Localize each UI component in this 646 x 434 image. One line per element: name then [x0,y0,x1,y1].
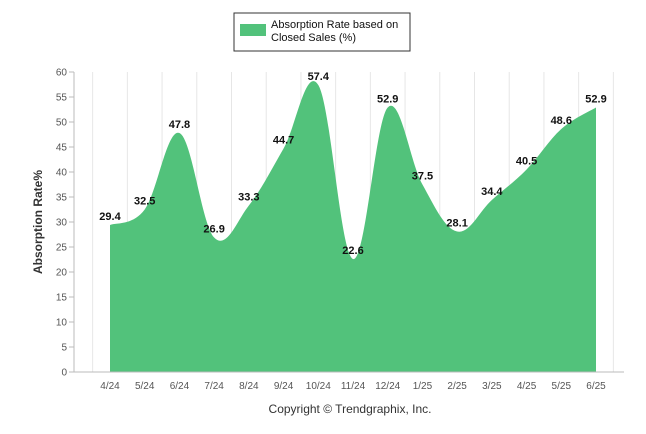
legend-label-line-2: Closed Sales (%) [271,32,356,44]
y-tick-label: 60 [56,68,68,79]
data-label: 33.3 [238,192,259,204]
data-label: 29.4 [99,211,121,223]
x-tick-label: 6/24 [170,381,190,392]
x-tick-label: 11/24 [341,381,366,392]
data-label: 52.9 [377,94,398,106]
x-tick-label: 4/25 [517,381,537,392]
legend-label-line-1: Absorption Rate based on [271,19,398,31]
axes: 0 5 10 15 20 25 30 35 40 45 50 55 60 4/24 5/24 6/24 7/24… [56,68,624,392]
data-label: 47.8 [169,119,190,131]
x-tick-label: 10/24 [306,381,331,392]
y-tick-label: 0 [61,368,67,379]
data-label: 57.4 [308,71,330,83]
y-tick-label: 10 [56,318,68,329]
x-tick-label: 2/25 [447,381,467,392]
x-tick-label: 5/25 [552,381,572,392]
data-label: 32.5 [134,196,155,208]
series-area-group [110,81,596,372]
y-axis-label: Absorption Rate% [31,170,45,274]
x-tick-label: 12/24 [375,381,400,392]
x-tick-label: 9/24 [274,381,294,392]
legend-swatch [240,24,266,36]
x-tick-label: 8/24 [239,381,259,392]
legend: Absorption Rate based on Closed Sales (%… [233,12,411,52]
data-labels: 29.4 32.5 47.8 26.9 33.3 44.7 57.4 22.6 52.9 37.5… [99,71,606,257]
y-tick-label: 20 [56,268,68,279]
y-tick-label: 55 [56,93,68,104]
data-label: 28.1 [446,218,467,230]
data-label: 52.9 [585,94,606,106]
y-tick-label: 15 [56,293,68,304]
data-label: 40.5 [516,156,537,168]
x-tick-label: 3/25 [482,381,502,392]
x-tick-label: 4/24 [100,381,120,392]
data-label: 22.6 [342,245,363,257]
copyright-text: Copyright © Trendgraphix, Inc. [269,402,432,416]
data-label: 44.7 [273,135,294,147]
data-label: 34.4 [481,186,503,198]
data-label: 48.6 [551,115,572,127]
y-tick-label: 40 [56,168,68,179]
y-tick-label: 50 [56,118,68,129]
data-label: 37.5 [412,171,433,183]
y-tick-label: 5 [61,343,67,354]
y-tick-label: 25 [56,243,68,254]
series-area [110,81,596,372]
y-tick-label: 35 [56,193,68,204]
y-tick-label: 30 [56,218,68,229]
data-label: 26.9 [203,224,224,236]
x-tick-label: 5/24 [135,381,155,392]
x-tick-label: 1/25 [413,381,433,392]
y-tick-label: 45 [56,143,68,154]
x-tick-label: 7/24 [204,381,224,392]
x-tick-label: 6/25 [586,381,606,392]
